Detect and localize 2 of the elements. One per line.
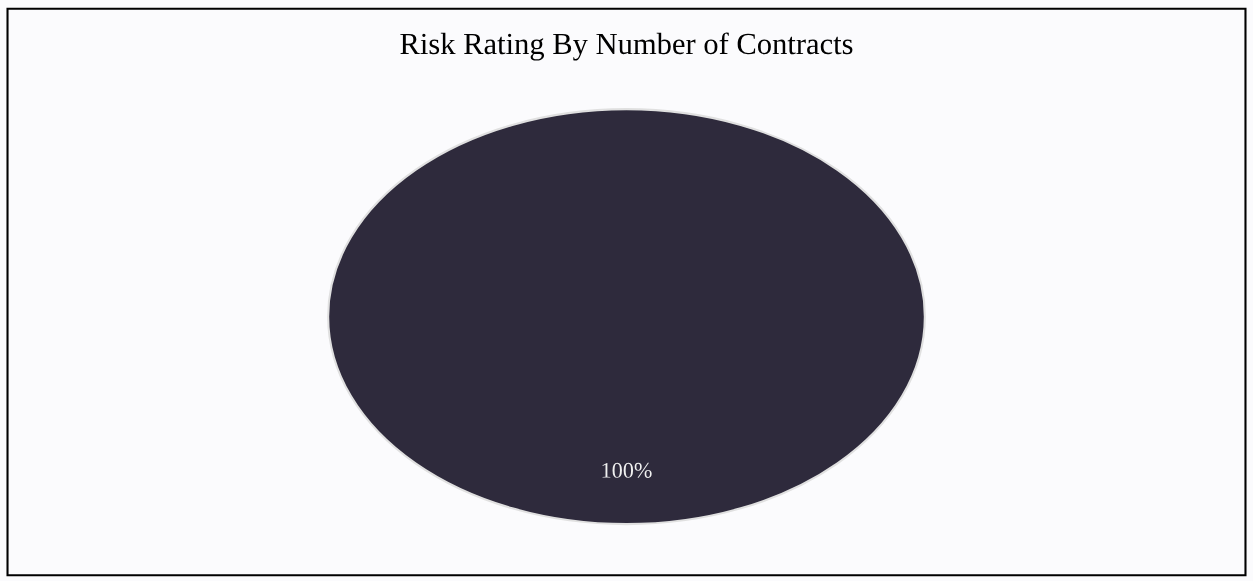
data-label: 100% <box>602 462 652 478</box>
chart-title: Risk Rating By Number of Contracts <box>400 32 853 61</box>
